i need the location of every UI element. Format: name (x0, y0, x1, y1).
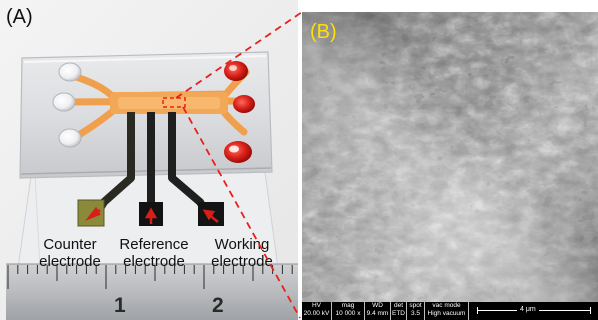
sem-image-panel: (B) HV 20.00 kV mag 10 000 x WD 9.4 mm d… (302, 12, 598, 320)
databar-hv: HV 20.00 kV (302, 302, 332, 320)
sem-micrograph (302, 12, 598, 320)
databar-vac-mode: vac mode High vacuum (425, 302, 469, 320)
databar-spot: spot 3.5 (407, 302, 425, 320)
sem-databar: HV 20.00 kV mag 10 000 x WD 9.4 mm det E… (302, 302, 598, 320)
panel-a-label: (A) (6, 6, 33, 28)
sem-scale-bar: 4 μm (477, 306, 591, 315)
panel-b-label: (B) (310, 21, 337, 43)
reference-electrode-label: Reference electrode (119, 236, 189, 270)
sem-scale-label: 4 μm (517, 306, 539, 314)
databar-det: det ETD (391, 302, 407, 320)
working-electrode-label: Working electrode (211, 236, 273, 270)
ruler-number-1: 1 (114, 294, 126, 317)
counter-electrode-label: Counter electrode (39, 236, 101, 270)
databar-mag: mag 10 000 x (332, 302, 365, 320)
ruler-number-2: 2 (212, 294, 224, 317)
databar-wd: WD 9.4 mm (365, 302, 391, 320)
counter-electrode-pad (77, 199, 105, 227)
chip-photo (0, 0, 298, 320)
ruler (6, 263, 298, 320)
chip-photo-panel: (A) Counter electrode Reference electrod… (0, 0, 298, 320)
